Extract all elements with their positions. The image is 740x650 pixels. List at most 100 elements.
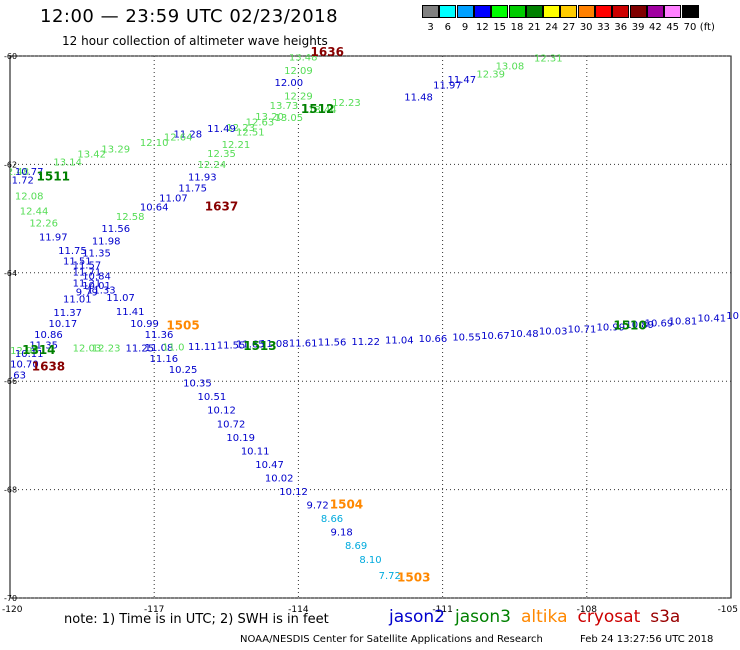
wave-height-label: 11.41 [116,307,145,318]
y-tick-label: -70 [4,594,17,603]
color-scale-unit: (ft) [699,22,715,33]
wave-height-label: 8.66 [321,514,343,525]
pass-time-label: 1512 [301,102,334,116]
wave-height-label: 11.37 [53,308,82,319]
wave-height-label: 11.49 [207,124,236,135]
wave-height-label: 12.31 [534,53,563,64]
wave-height-label: 13.14 [53,157,82,168]
wave-height-label: 11.75 [178,184,207,195]
wave-height-label: 12.26 [29,219,58,230]
pass-time-label: 1510 [613,319,646,333]
wave-height-label: 10.12 [279,487,308,498]
wave-height-label: 12.03 [73,343,102,354]
wave-height-label: 10.69 [645,318,674,329]
x-tick-label: -111 [432,605,452,615]
generation-timestamp: Feb 24 13:27:56 UTC 2018 [580,634,714,645]
wave-height-label: 8.69 [345,541,367,552]
color-swatch [525,5,543,18]
wave-height-label: 10.01 [82,281,111,292]
wave-height-label: 11.75 [58,246,87,257]
wave-height-label: 10.77 [15,167,44,178]
wave-height-label: 10.35 [183,379,212,390]
x-edge-label: -120 [2,605,23,615]
wave-height-label: 10.72 [217,419,246,430]
wave-height-label: 10.19 [226,433,255,444]
pass-time-label: 1513 [243,339,276,353]
color-scale-label: 42 [649,22,662,33]
color-scale-label: 24 [545,22,558,33]
wave-height-label: 10.03 [539,327,568,338]
wave-height-label: 12.08 [15,192,44,203]
color-swatch [456,5,474,18]
wave-height-label: 9.63 [4,370,26,381]
wave-height-label: 11.16 [149,354,178,365]
wave-height-label: 11.33 [87,285,116,296]
wave-height-label: 11.57 [73,260,102,271]
y-tick-label: -66 [4,377,17,386]
mission-label: jason3 [455,607,511,627]
wave-height-label: 9.18 [331,528,353,539]
wave-height-label: 11.08 [260,339,289,350]
mission-label: cryosat [577,607,641,627]
wave-height-label: 12.35 [207,149,236,160]
color-swatch [491,5,509,18]
color-swatch [543,5,561,18]
mission-label: jason2 [389,607,445,627]
wave-height-label: 11.47 [448,75,477,86]
wave-height-label: 12.51 [236,128,265,139]
wave-height-label: 11.22 [351,337,380,348]
color-swatch [577,5,595,18]
wave-height-label: 10.47 [255,460,284,471]
wave-height-label: 7.72 [379,571,401,582]
color-scale-label: 70 [683,22,697,33]
y-tick-label: -62 [4,160,17,169]
wave-height-label: 11.08 [145,343,174,354]
wave-height-label: 11.21 [73,278,102,289]
pass-time-label: 1636 [311,45,344,59]
wave-height-label: 11.04 [385,335,414,346]
x-tick-label: -114 [288,605,309,615]
wave-height-label: 10.81 [669,316,698,327]
wave-height-label: 10.55 [452,333,481,344]
wave-height-label: 10.48 [510,329,539,340]
wave-height-label: 10.86 [34,330,63,341]
wave-height-label: 12.98 [10,346,39,357]
color-scale-label: 27 [562,22,576,33]
wave-height-label: 11.35 [29,341,58,352]
wave-height-label: 13.44 [308,105,337,116]
pass-time-label: 1504 [330,498,363,512]
wave-height-label: 11.56 [318,337,347,348]
wave-height-label: 11.56 [101,224,130,235]
color-swatch [508,5,526,18]
color-swatch [595,5,612,18]
wave-height-label: 11.25 [125,343,154,354]
wave-height-label: 11.35 [82,249,111,260]
wave-height-label: 10.51 [198,392,227,403]
wave-height-label: 11.65 [236,340,265,351]
pass-time-label: 1505 [166,319,199,333]
wave-height-label: 13.29 [101,144,130,155]
wave-height-label: 11.98 [92,237,121,248]
color-swatch [473,5,491,18]
wave-height-label: 10.71 [568,324,597,335]
chart-subtitle: 12 hour collection of altimeter wave hei… [62,34,328,48]
x-tick-label: -117 [144,605,164,615]
wave-height-label: 9.79 [76,288,98,299]
wave-height-label: 12.63 [246,117,275,128]
wave-height-label: 10.12 [207,406,236,417]
wave-height-label: 10.89 [625,320,654,331]
wave-height-label: 11.07 [106,293,135,304]
wave-height-label: 12.39 [476,70,505,81]
y-tick-label: -68 [4,486,17,495]
footer-note: note: 1) Time is in UTC; 2) SWH is in fe… [64,612,329,627]
wave-height-label: 11.61 [289,339,318,350]
x-tick-label: -108 [577,605,598,615]
wave-height-label: 11.71 [73,268,102,279]
wave-height-label: 12.21 [222,140,251,151]
wave-height-label: 10.41 [697,314,726,325]
wave-height-label: 12.24 [198,160,227,171]
pass-time-label: 1503 [397,571,430,585]
wave-height-label: 10.99 [130,319,159,330]
pass-time-label: 1637 [205,199,238,213]
mission-legend: jason2 jason3 altika cryosat s3a [389,607,690,627]
